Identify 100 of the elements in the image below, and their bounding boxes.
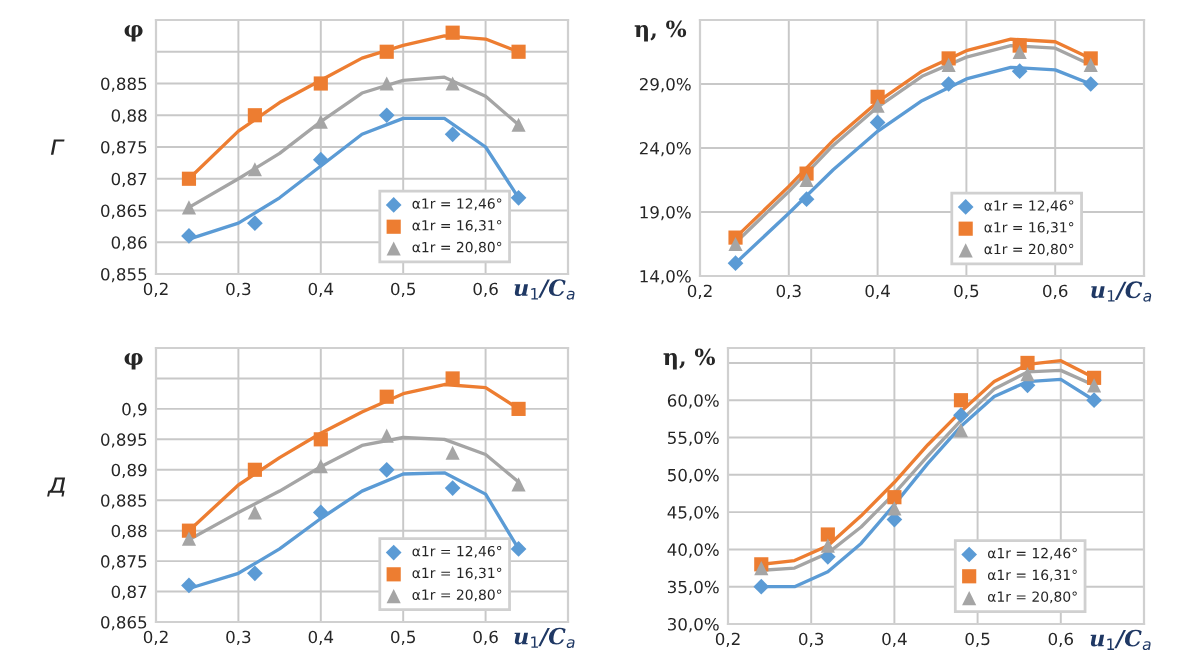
y-tick-label: 19,0% <box>640 205 691 221</box>
point <box>510 189 527 206</box>
x-axis-title: u$_{1}$/C$_{a}$ <box>514 279 575 300</box>
point <box>1011 63 1028 80</box>
x-tick-label: 0,6 <box>473 282 498 297</box>
point <box>953 422 969 438</box>
x-tick-label: 0,4 <box>308 630 334 645</box>
y-tick-label: 60,0% <box>667 394 719 409</box>
y-tick-label: 0,875 <box>101 555 147 570</box>
point <box>820 527 835 542</box>
y-tick-label: 45,0% <box>667 506 719 521</box>
point <box>1087 378 1102 393</box>
x-tick-label: 0,6 <box>1043 284 1068 299</box>
point <box>1083 57 1098 72</box>
point <box>445 371 460 386</box>
point <box>444 480 461 496</box>
point <box>378 107 395 124</box>
x-tick-label: 0,5 <box>965 632 990 647</box>
point <box>887 490 902 505</box>
point <box>247 162 262 177</box>
point <box>511 477 526 492</box>
x-tick-label: 0,3 <box>226 630 251 645</box>
point <box>181 531 197 546</box>
point <box>379 44 394 59</box>
point <box>753 578 770 595</box>
y-tick-label: 0,88 <box>111 109 147 124</box>
x-tick-label: 0,5 <box>391 282 415 297</box>
y-axis-title: φ <box>124 353 143 370</box>
point <box>941 57 956 72</box>
x-tick-label: 0,2 <box>715 632 740 647</box>
x-tick-label: 0,2 <box>143 630 168 645</box>
point <box>1082 76 1099 92</box>
point <box>1086 392 1102 409</box>
point <box>820 538 835 553</box>
y-tick-label: 0,885 <box>101 77 147 92</box>
x-tick-label: 0,2 <box>687 284 712 299</box>
point <box>247 462 262 477</box>
y-tick-label: 0,86 <box>111 236 147 251</box>
point <box>378 461 395 478</box>
point <box>445 445 460 460</box>
point <box>247 215 263 232</box>
x-tick-label: 0,3 <box>226 282 251 297</box>
point <box>181 577 197 594</box>
point <box>379 389 394 404</box>
x-tick-label: 0,5 <box>391 630 415 645</box>
point <box>181 228 197 244</box>
text: г <box>50 139 65 155</box>
y-tick-label: 0,875 <box>101 140 147 156</box>
y-tick-label: 0,87 <box>111 585 147 600</box>
point <box>313 114 328 129</box>
x-axis-title: u$_{1}$/C$_{a}$ <box>1090 629 1151 651</box>
point <box>1020 367 1035 382</box>
x-axis-title: u$_{1}$/C$_{a}$ <box>1091 281 1152 302</box>
point <box>1020 355 1035 370</box>
y-tick-label: 50,0% <box>668 468 719 484</box>
point <box>247 565 263 582</box>
point <box>247 505 262 520</box>
text: д <box>47 477 66 497</box>
point <box>1012 44 1027 60</box>
y-tick-label: 0,865 <box>101 615 147 631</box>
point <box>870 98 885 113</box>
x-tick-label: 0,3 <box>799 632 824 647</box>
point <box>798 191 815 208</box>
x-tick-label: 0,5 <box>954 284 979 299</box>
y-tick-label: 30,0% <box>667 617 719 633</box>
point <box>181 171 197 186</box>
point <box>313 459 328 474</box>
point <box>511 44 526 59</box>
x-tick-label: 0,3 <box>776 284 801 299</box>
point <box>313 76 328 91</box>
point <box>728 236 743 252</box>
x-axis-title: u$_{1}$/C$_{a}$ <box>514 627 575 649</box>
point <box>510 541 527 557</box>
y-axis-title: φ <box>124 25 143 42</box>
point <box>887 501 902 516</box>
x-tick-label: 0,2 <box>143 282 168 297</box>
y-tick-label: 0,855 <box>101 267 147 283</box>
x-tick-label: 0,6 <box>1048 632 1073 647</box>
point <box>313 432 328 447</box>
point <box>799 172 814 188</box>
y-tick-label: 55,0% <box>668 431 719 446</box>
x-tick-label: 0,4 <box>882 632 907 647</box>
point <box>379 76 394 91</box>
point <box>870 89 885 104</box>
point <box>953 393 969 408</box>
point <box>940 76 957 92</box>
point <box>511 401 526 416</box>
point <box>379 428 394 443</box>
x-tick-label: 0,6 <box>473 630 498 645</box>
point <box>181 200 197 215</box>
y-tick-label: 0,9 <box>122 402 147 418</box>
point <box>444 126 461 143</box>
y-axis-title: η, % <box>663 348 715 370</box>
y-tick-label: 0,89 <box>111 463 147 479</box>
point <box>445 76 460 91</box>
y-tick-label: 0,87 <box>111 172 147 188</box>
y-tick-label: 29,0% <box>639 77 691 93</box>
x-tick-label: 0,4 <box>865 284 890 299</box>
point <box>445 25 460 40</box>
y-tick-label: 0,885 <box>101 494 147 509</box>
